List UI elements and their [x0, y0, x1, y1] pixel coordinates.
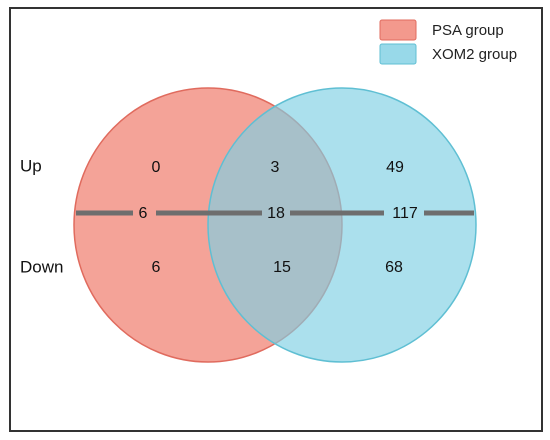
legend: PSA group XOM2 group — [379, 19, 517, 65]
down-xom2-only-count: 68 — [385, 259, 403, 276]
total-shared-count: 18 — [267, 205, 285, 222]
row-label-up: Up — [20, 156, 42, 175]
xom2-circle — [207, 87, 477, 363]
total-xom2-only-count: 117 — [392, 205, 418, 222]
down-shared-count: 15 — [273, 259, 291, 276]
up-xom2-only-count: 49 — [386, 159, 404, 176]
legend-label-psa: PSA group — [432, 22, 504, 39]
legend-swatch-psa — [379, 19, 417, 41]
legend-swatch-xom2 — [379, 43, 417, 65]
row-label-down: Down — [20, 257, 63, 276]
down-psa-only-count: 6 — [152, 259, 161, 276]
legend-label-xom2: XOM2 group — [432, 46, 517, 63]
up-shared-count: 3 — [271, 159, 280, 176]
up-psa-only-count: 0 — [152, 159, 161, 176]
total-psa-only-count: 6 — [139, 205, 148, 222]
